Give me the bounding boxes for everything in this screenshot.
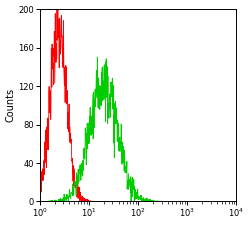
Y-axis label: Counts: Counts xyxy=(6,88,16,122)
